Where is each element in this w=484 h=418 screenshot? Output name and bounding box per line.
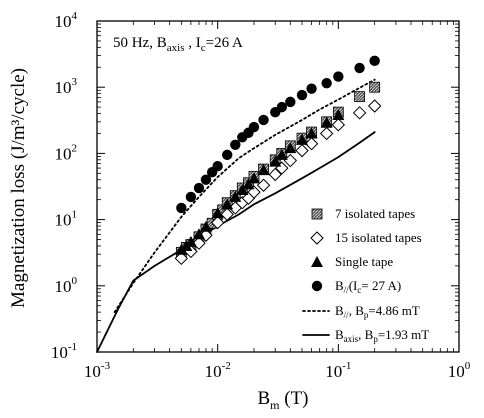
data-point-single-tape: [284, 142, 297, 154]
data-point-b-ic-27-a: [306, 83, 317, 94]
data-point-single-tape: [296, 133, 309, 145]
data-point-single-tape: [269, 155, 282, 167]
data-point-b-ic-27-a: [354, 62, 365, 74]
data-point-single-tape: [199, 220, 212, 232]
data-point-single-tape: [332, 109, 345, 121]
legend-swatch-7-isolated-tapes: [311, 208, 323, 220]
series-line-b-bp-4-86-mt: [113, 78, 376, 313]
data-point-single-tape: [221, 198, 234, 210]
data-point-b-ic-27-a: [258, 114, 269, 126]
x-axis-label: Bm (T): [257, 388, 308, 412]
data-point-15-isolated-tapes: [304, 137, 319, 151]
plot-area-border: [96, 20, 460, 353]
series-markers: [174, 55, 382, 266]
data-point-b-ic-27-a: [193, 182, 205, 194]
data-point-b-ic-27-a: [230, 139, 241, 150]
data-point-b-ic-27-a: [285, 96, 296, 108]
y-axis-label: Magnetization loss (J/m³/cycle): [8, 68, 29, 308]
data-point-b-ic-27-a: [222, 149, 233, 161]
data-point-b-ic-27-a: [248, 121, 260, 133]
data-point-single-tape: [305, 127, 318, 139]
data-point-15-isolated-tapes: [352, 106, 367, 120]
y-tick-label: 100: [55, 275, 78, 296]
data-point-b-ic-27-a: [321, 77, 332, 89]
x-tick-label: 100: [448, 360, 471, 381]
annotation-text: 50 Hz, Baxis , Ic=26 A: [113, 35, 243, 54]
data-point-single-tape: [184, 235, 197, 247]
x-tick-label: 10-2: [205, 360, 231, 381]
legend-label-7-isolated-tapes: 7 isolated tapes: [335, 206, 415, 221]
x-tick-label: 10-3: [84, 360, 111, 381]
data-point-15-isolated-tapes: [295, 143, 309, 158]
plot-frame: [96, 20, 460, 353]
data-point-15-isolated-tapes: [268, 167, 282, 182]
x-tick-label: 10-1: [325, 360, 351, 381]
data-point-b-ic-27-a: [176, 202, 187, 214]
data-point-single-tape: [247, 172, 260, 184]
data-point-b-ic-27-a: [185, 191, 197, 203]
data-point-15-isolated-tapes: [220, 207, 234, 222]
legend-label-b-ic-27-a: B//(Ic= 27 A): [335, 278, 401, 295]
data-point-single-tape: [192, 228, 205, 240]
axis-ticks: 10-3 10-2 10-1 100 10-1 100 101 102 103 104: [51, 10, 471, 381]
data-point-7-isolated-tapes: [354, 91, 365, 103]
data-point-b-ic-27-a: [369, 55, 380, 67]
legend-label-baxis-bp-1-93-mt: Baxis, Bp=1.93 mT: [335, 327, 429, 344]
data-point-single-tape: [211, 207, 224, 219]
data-point-15-isolated-tapes: [174, 251, 189, 266]
data-point-b-ic-27-a: [333, 71, 344, 82]
series-single-tape: [175, 109, 345, 255]
data-point-b-ic-27-a: [276, 101, 287, 113]
y-tick-label: 101: [55, 209, 78, 230]
data-point-b-ic-27-a: [200, 174, 212, 185]
legend-swatch-single-tape: [311, 256, 323, 267]
data-point-single-tape: [229, 190, 242, 202]
legend-label-single-tape: Single tape: [335, 254, 393, 269]
data-point-single-tape: [257, 164, 270, 176]
legend-label-b-bp-4-86-mt: B//, Bp=4.86 mT: [335, 303, 420, 320]
data-point-b-ic-27-a: [212, 161, 223, 172]
data-point-15-isolated-tapes: [319, 126, 334, 141]
legend-swatch-15-isolated-tapes: [310, 231, 324, 245]
y-tick-label: 10-1: [51, 341, 77, 362]
y-tick-label: 103: [55, 76, 78, 97]
data-point-15-isolated-tapes: [367, 99, 382, 113]
series-line-baxis-bp-1-93-mt: [96, 131, 376, 353]
series-b-ic-27-a: [176, 55, 380, 214]
data-point-7-isolated-tapes: [369, 81, 381, 93]
legend: 7 isolated tapes 15 isolated tapes Single …: [302, 206, 429, 344]
data-point-single-tape: [236, 183, 249, 195]
y-tick-label: 102: [55, 142, 78, 163]
axis-labels: Bm (T) Magnetization loss (J/m³/cycle): [8, 68, 309, 412]
data-point-single-tape: [242, 178, 255, 190]
chart-annotation: 50 Hz, Baxis , Ic=26 A: [113, 35, 243, 54]
data-point-15-isolated-tapes: [210, 215, 225, 230]
series-lines: [96, 78, 376, 353]
data-point-single-tape: [320, 116, 333, 128]
y-tick-label: 104: [55, 10, 78, 31]
legend-swatch-b-ic-27-a: [311, 280, 323, 292]
data-point-15-isolated-tapes: [331, 118, 346, 132]
data-point-single-tape: [275, 148, 288, 160]
data-point-b-ic-27-a: [296, 89, 308, 101]
legend-label-15-isolated-tapes: 15 isolated tapes: [335, 230, 422, 245]
